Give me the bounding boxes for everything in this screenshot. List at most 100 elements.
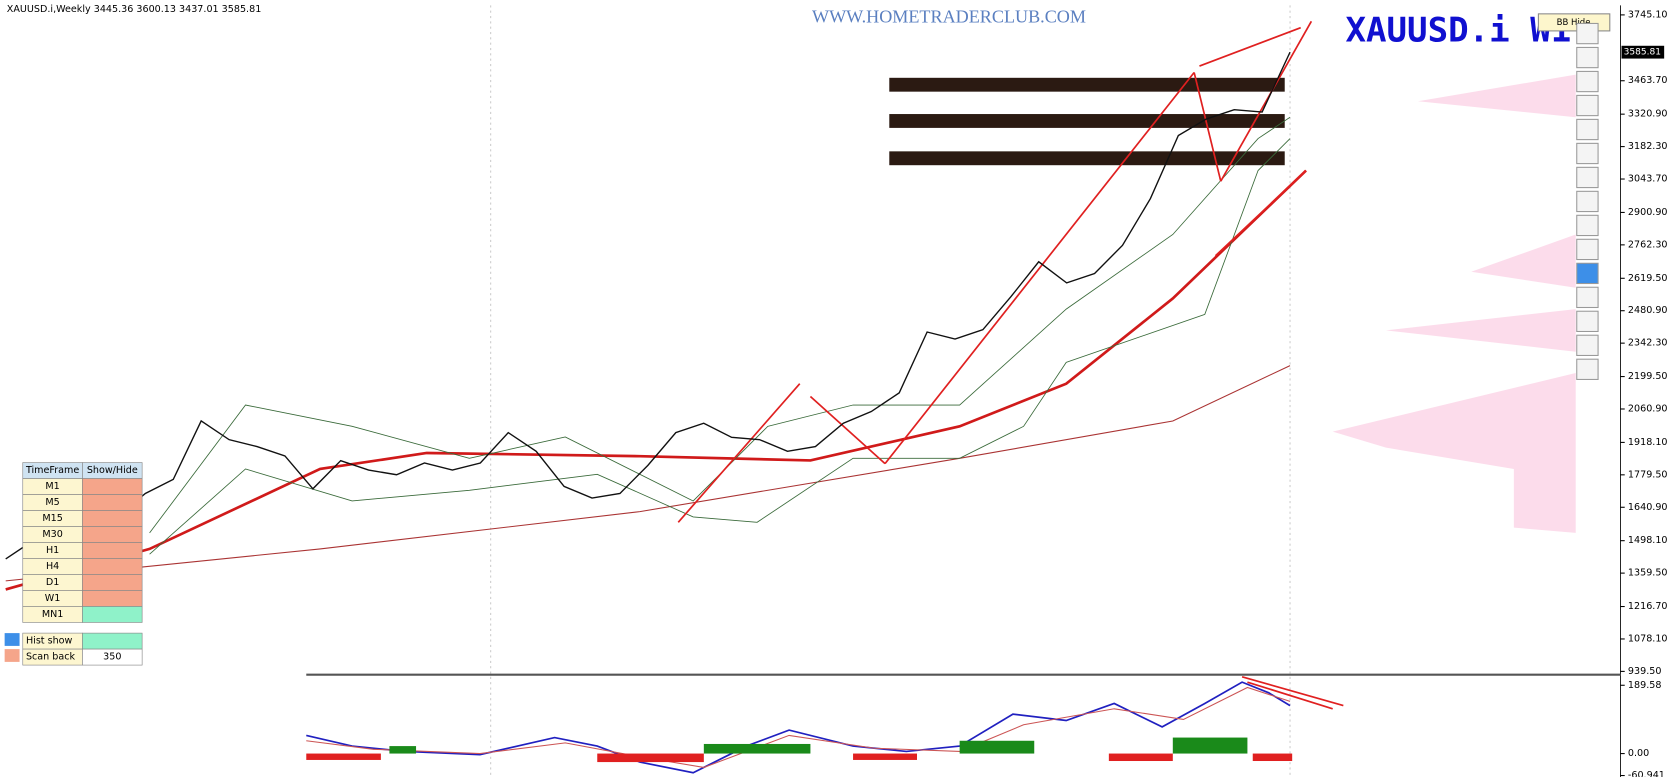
y-tick-label: 3043.70 [1628,174,1668,185]
show-hide-toggle[interactable] [82,494,143,511]
timeframe-label: M5 [45,497,59,508]
show-hide-toggle[interactable] [82,478,143,495]
bb-hide-label: BB Hide [1557,18,1591,28]
trend-lines [677,20,1344,710]
watermark: WWW.HOMETRADERCLUB.COM [812,6,1086,26]
tool-button[interactable] [1576,286,1599,309]
y-tick-label: 2762.30 [1628,239,1668,250]
timeframe-label: M1 [45,481,59,492]
trend-line [809,395,886,465]
tool-button[interactable] [1576,262,1599,285]
tool-button[interactable] [1576,70,1599,93]
indicator-tick-label: 0.00 [1628,748,1649,759]
show-hide-toggle[interactable] [82,510,143,527]
tool-button[interactable] [1576,142,1599,165]
bollinger-band [149,116,1291,534]
y-tick-label: 2060.90 [1628,403,1668,414]
timeframe-label: M30 [42,529,62,540]
trend-line [1247,681,1333,710]
histogram-bars [1108,753,1173,762]
trend-line [677,383,801,523]
show-hide-toggle[interactable] [82,526,143,543]
y-tick-label: 2342.30 [1628,338,1668,349]
level-zone [889,77,1285,92]
tool-button[interactable] [1576,94,1599,117]
symbol-info: XAUUSD.i,Weekly 3445.36 3600.13 3437.01 … [7,4,262,15]
y-tick-label: 3182.30 [1628,141,1668,152]
macd-line [306,681,1291,774]
price-line [5,51,1291,560]
y-tick-label: 1078.10 [1628,633,1668,644]
show-hide-toggle[interactable] [82,606,143,623]
trend-line [1199,26,1302,67]
macd-signal [306,686,1291,768]
tool-button[interactable] [1576,310,1599,333]
symbol-label: XAUUSD.i W1 [1345,10,1571,50]
tool-button[interactable] [1576,22,1599,45]
show-hide-toggle[interactable] [82,558,143,575]
panel-header: TimeFrame [25,465,79,476]
trend-line [1220,20,1313,182]
trend-line [884,71,1195,465]
y-tick-label: 1216.70 [1628,601,1668,612]
timeframe-label: MN1 [42,609,64,620]
scan-back-input[interactable] [82,648,143,666]
y-tick-label: 3463.70 [1628,75,1668,86]
y-tick-label: 2619.50 [1628,273,1668,284]
moving-average [5,169,1307,591]
histogram-bars [389,746,417,754]
trend-line [1193,72,1222,182]
last-price-box [1621,45,1665,59]
histogram-bars [959,740,1035,754]
indicator-tick-label: 189.58 [1628,680,1662,691]
y-tick-label: 1359.50 [1628,568,1668,579]
timeframe-label: W1 [45,593,61,604]
histogram-bars [703,743,811,754]
hist-show-toggle[interactable] [82,632,143,650]
tool-button[interactable] [1576,190,1599,213]
y-tick-label: 2900.90 [1628,207,1668,218]
toolbar [1576,22,1599,380]
volume-profile [1332,74,1576,533]
scan-back-value: 350 [103,652,121,663]
tool-button[interactable] [1576,238,1599,261]
moving-average [5,365,1291,582]
y-tick-label: 1498.10 [1628,535,1668,546]
level-zone [889,151,1285,166]
scan-back-label: Scan back [26,652,76,663]
y-tick-label: 939.50 [1628,666,1662,677]
histogram-bars [1172,737,1248,754]
trend-line [1214,169,1307,257]
last-price-label: 3585.81 [1624,48,1661,58]
y-tick-label: 2199.50 [1628,371,1668,382]
tool-button[interactable] [1576,46,1599,69]
panel-header: Show/Hide [87,465,138,476]
histogram-bars [1252,753,1293,762]
levels [889,77,1285,166]
tool-button[interactable] [1576,166,1599,189]
hist-show-label: Hist show [26,636,73,647]
timeframe-label: D1 [46,577,59,588]
tool-button[interactable] [1576,214,1599,237]
y-tick-label: 1640.90 [1628,502,1668,513]
tool-button[interactable] [1576,334,1599,356]
tool-button[interactable] [1576,358,1599,380]
y-tick-label: 2480.90 [1628,305,1668,316]
macd-histogram [306,737,1293,763]
show-hide-toggle[interactable] [82,574,143,591]
y-tick-label: 3745.10 [1628,9,1668,20]
bollinger-band [149,138,1291,555]
hist-icon [4,633,20,646]
show-hide-toggle[interactable] [82,542,143,559]
tool-button[interactable] [1576,118,1599,141]
timeframe-label: H4 [46,561,59,572]
show-hide-toggle[interactable] [82,590,143,607]
indicator-tick-label: -60.941 [1628,770,1665,777]
y-tick-label: 3320.90 [1628,109,1668,120]
histogram-bars [853,753,918,760]
level-zone [889,114,1285,128]
scan-icon [4,649,20,662]
